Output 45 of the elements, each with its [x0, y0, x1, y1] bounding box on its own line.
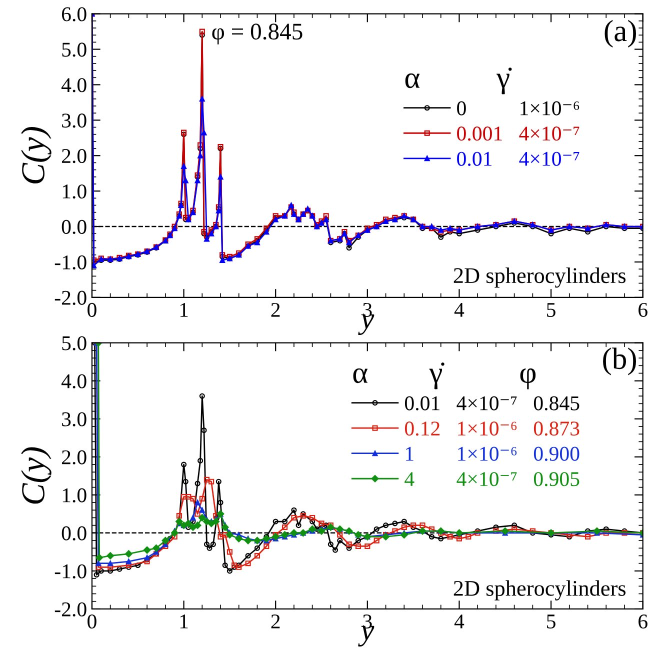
y-tick-label: 6.0 [62, 7, 86, 22]
y-tick-label: -2.0 [54, 290, 86, 305]
y-tick-label: 2.0 [62, 450, 86, 464]
annotation: φ = 0.845 [212, 24, 302, 44]
legend-label: 0.001 4×10⁻⁷ [457, 126, 580, 141]
y-tick-label: 4.0 [61, 374, 86, 388]
x-tick-label: 0 [88, 614, 96, 628]
x-tick-label: 0 [88, 302, 96, 317]
y-tick-label: 3.0 [62, 114, 86, 128]
annotation: (b) [603, 348, 636, 376]
y-tick-label: -1.0 [54, 255, 86, 270]
x-tick-label: 5 [547, 614, 556, 628]
legend-title: α γ̇ φ [353, 362, 536, 390]
x-tick-label: 2 [271, 614, 280, 628]
annotation: (a) [604, 20, 636, 48]
legend-label: 1 1×10⁻⁶ 0.900 [406, 446, 580, 461]
y-tick-label: -2.0 [54, 602, 86, 617]
x-tick-label: 2 [271, 302, 280, 317]
y-tick-label: 5.0 [62, 336, 86, 350]
x-tick-label: 1 [180, 302, 188, 317]
y-axis-title: C(y) [21, 127, 52, 184]
y-tick-label: 3.0 [62, 412, 86, 426]
x-tick-label: 6 [638, 302, 648, 317]
x-tick-label: 4 [454, 303, 464, 317]
legend-label: 0.01 4×10⁻⁷ [457, 152, 580, 166]
legend-title: α γ̇ [405, 68, 512, 94]
y-tick-label: 5.0 [62, 42, 86, 57]
y-tick-label: 1.0 [62, 184, 86, 199]
annotation: 2D spherocylinders [454, 580, 626, 600]
y-tick-label: -1.0 [54, 564, 86, 578]
x-tick-label: 5 [547, 303, 556, 317]
x-tick-label: 6 [638, 614, 648, 628]
y-axis-title: C(y) [21, 447, 52, 504]
legend-label: 0.12 1×10⁻⁶ 0.873 [404, 422, 580, 436]
y-tick-label: 2.0 [62, 148, 86, 164]
x-tick-label: 4 [454, 614, 464, 628]
y-tick-label: 0.0 [62, 526, 86, 540]
annotation: 2D spherocylinders [454, 267, 626, 288]
legend-label: 0.01 4×10⁻⁷ 0.845 [404, 396, 580, 410]
legend-label: 4 4×10⁻⁷ 0.905 [404, 472, 580, 486]
x-tick-label: 1 [180, 614, 188, 628]
y-tick-label: 1.0 [62, 488, 86, 502]
legend-label: 0 1×10⁻⁶ [457, 101, 580, 116]
y-tick-label: 0.0 [62, 220, 86, 234]
y-tick-label: 4.0 [61, 78, 86, 92]
